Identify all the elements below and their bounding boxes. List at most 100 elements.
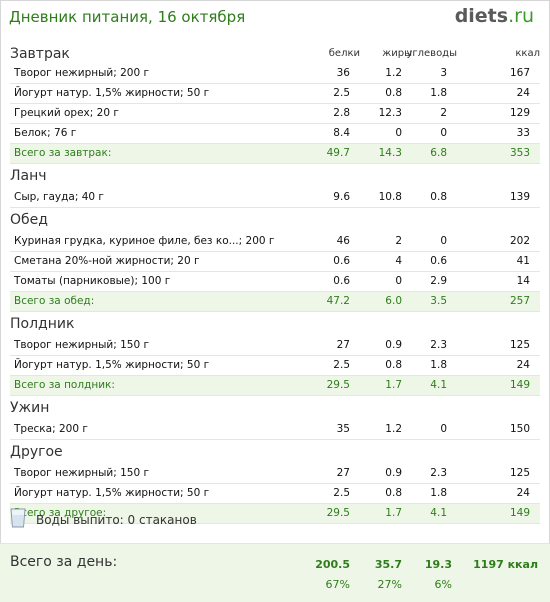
food-name: Творог нежирный; 150 г (14, 467, 149, 479)
meal-total-kcal: 257 (509, 295, 530, 307)
food-carbs: 2.3 (430, 467, 447, 479)
food-carbs: 2 (440, 107, 447, 119)
food-kcal: 125 (509, 339, 530, 351)
food-fat: 10.8 (378, 191, 402, 203)
food-carbs: 0.8 (430, 191, 447, 203)
food-row[interactable]: Творог нежирный; 200 г 36 1.2 3 167 (10, 64, 540, 84)
food-carbs: 0.6 (430, 255, 447, 267)
site-logo[interactable]: diets.ru (455, 5, 534, 27)
food-row[interactable]: Творог нежирный; 150 г 27 0.9 2.3 125 (10, 464, 540, 484)
food-kcal: 24 (516, 87, 530, 99)
meal-total-row: Всего за полдник: 29.5 1.7 4.1 149 (10, 376, 540, 396)
column-header-kcal: ккал (515, 48, 540, 59)
food-name: Творог нежирный; 200 г (14, 67, 149, 79)
food-kcal: 202 (509, 235, 530, 247)
meal-total-label: Всего за другое: (14, 507, 107, 519)
food-name: Грецкий орех; 20 г (14, 107, 119, 119)
meal-title: Обед (10, 212, 48, 228)
food-row[interactable]: Грецкий орех; 20 г 2.8 12.3 2 129 (10, 104, 540, 124)
food-name: Белок; 76 г (14, 127, 77, 139)
food-row[interactable]: Йогурт натур. 1,5% жирности; 50 г 2.5 0.8 1… (10, 484, 540, 504)
food-carbs: 1.8 (430, 359, 447, 371)
food-row[interactable]: Творог нежирный; 150 г 27 0.9 2.3 125 (10, 336, 540, 356)
food-fat: 4 (395, 255, 402, 267)
food-name: Томаты (парниковые); 100 г (14, 275, 171, 287)
food-row[interactable]: Треска; 200 г 35 1.2 0 150 (10, 420, 540, 440)
food-carbs: 2.3 (430, 339, 447, 351)
food-row[interactable]: Йогурт натур. 1,5% жирности; 50 г 2.5 0.8 1… (10, 356, 540, 376)
food-row[interactable]: Куриная грудка, куриное филе, без ко...;… (10, 232, 540, 252)
glass-icon (10, 508, 26, 528)
food-protein: 8.4 (333, 127, 350, 139)
food-kcal: 14 (516, 275, 530, 287)
food-kcal: 125 (509, 467, 530, 479)
column-header-fat: жиры (382, 48, 412, 59)
food-name: Йогурт натур. 1,5% жирности; 50 г (14, 87, 210, 99)
meal-total-fat: 1.7 (385, 379, 402, 391)
meal-total-carbs: 3.5 (430, 295, 447, 307)
meal-total-kcal: 149 (509, 507, 530, 519)
food-fat: 0.8 (385, 359, 402, 371)
meal-section-header: Ланч (0, 164, 550, 188)
day-total-carbs-pct: 6% (434, 578, 452, 591)
day-total-fat-pct: 27% (377, 578, 402, 591)
meal-total-carbs: 4.1 (430, 507, 447, 519)
food-protein: 2.5 (333, 359, 350, 371)
meal-total-kcal: 149 (509, 379, 530, 391)
food-fat: 1.2 (385, 423, 402, 435)
day-total-protein-pct: 67% (325, 578, 350, 591)
food-fat: 0 (395, 275, 402, 287)
meal-total-label: Всего за полдник: (14, 379, 115, 391)
meal-total-label: Всего за завтрак: (14, 147, 112, 159)
food-name: Сыр, гауда; 40 г (14, 191, 104, 203)
meal-total-protein: 29.5 (326, 507, 350, 519)
food-kcal: 24 (516, 487, 530, 499)
meal-total-carbs: 6.8 (430, 147, 447, 159)
food-kcal: 24 (516, 359, 530, 371)
meal-total-protein: 47.2 (326, 295, 350, 307)
food-kcal: 129 (509, 107, 530, 119)
food-fat: 0 (395, 127, 402, 139)
food-carbs: 3 (440, 67, 447, 79)
food-protein: 27 (336, 467, 350, 479)
food-row[interactable]: Сыр, гауда; 40 г 9.6 10.8 0.8 139 (10, 188, 540, 208)
food-carbs: 2.9 (430, 275, 447, 287)
food-kcal: 41 (516, 255, 530, 267)
column-header-protein: белки (328, 48, 360, 59)
meal-section-header: Другое (0, 440, 550, 464)
food-row[interactable]: Белок; 76 г 8.4 0 0 33 (10, 124, 540, 144)
food-protein: 0.6 (333, 275, 350, 287)
food-kcal: 150 (509, 423, 530, 435)
meal-title: Другое (10, 444, 63, 460)
meal-title: Завтрак (10, 46, 70, 62)
food-protein: 2.5 (333, 487, 350, 499)
meal-total-fat: 6.0 (385, 295, 402, 307)
food-name: Йогурт натур. 1,5% жирности; 50 г (14, 487, 210, 499)
meal-total-carbs: 4.1 (430, 379, 447, 391)
logo-tld: .ru (508, 5, 534, 27)
day-total: Всего за день: 200.5 35.7 19.3 1197 ккал… (0, 543, 550, 602)
meal-section-header: Обед (0, 208, 550, 232)
day-total-carbs: 19.3 (424, 558, 452, 571)
header: Дневник питания, 16 октября diets.ru (0, 0, 550, 34)
meal-total-kcal: 353 (509, 147, 530, 159)
diary-content: Завтрак белки жиры углеводы ккал Творог нежир… (0, 44, 550, 524)
food-name: Творог нежирный; 150 г (14, 339, 149, 351)
meal-total-row: Всего за обед: 47.2 6.0 3.5 257 (10, 292, 540, 312)
food-fat: 2 (395, 235, 402, 247)
day-total-label: Всего за день: (10, 554, 118, 570)
food-name: Йогурт натур. 1,5% жирности; 50 г (14, 359, 210, 371)
meal-total-label: Всего за обед: (14, 295, 95, 307)
meal-title: Ланч (10, 168, 47, 184)
meal-section-header: Ужин (0, 396, 550, 420)
food-carbs: 1.8 (430, 487, 447, 499)
food-row[interactable]: Сметана 20%-ной жирности; 20 г 0.6 4 0.6 41 (10, 252, 540, 272)
water-text: Воды выпито: 0 стаканов (36, 513, 197, 527)
food-fat: 1.2 (385, 67, 402, 79)
food-carbs: 0 (440, 127, 447, 139)
food-protein: 35 (336, 423, 350, 435)
food-row[interactable]: Йогурт натур. 1,5% жирности; 50 г 2.5 0.8 1… (10, 84, 540, 104)
food-row[interactable]: Томаты (парниковые); 100 г 0.6 0 2.9 14 (10, 272, 540, 292)
food-kcal: 139 (509, 191, 530, 203)
meal-total-fat: 1.7 (385, 507, 402, 519)
